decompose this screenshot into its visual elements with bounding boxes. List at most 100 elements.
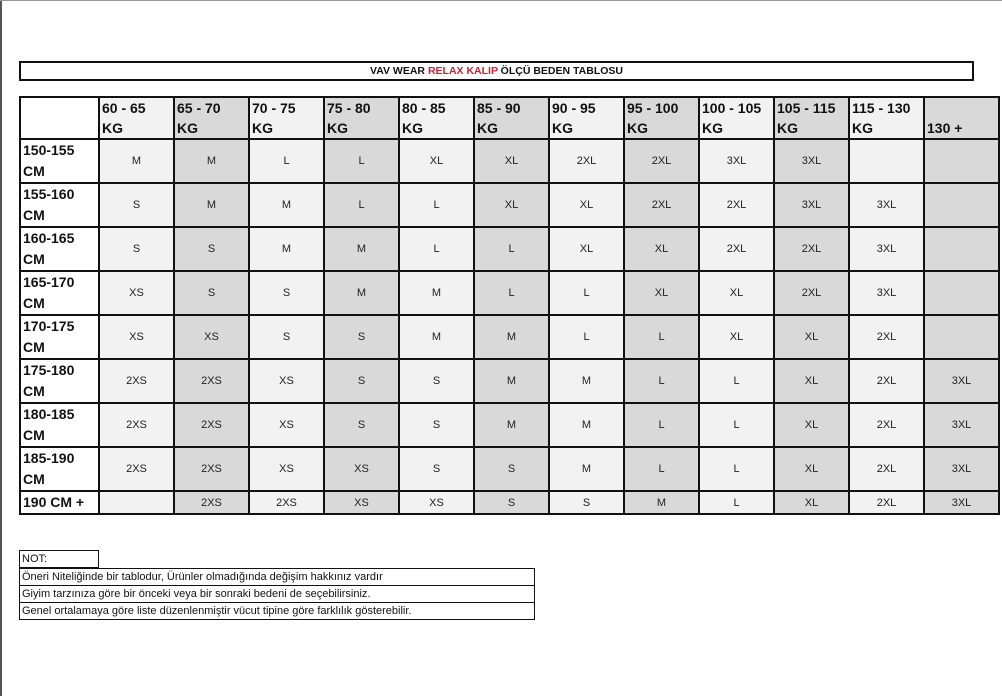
size-cell: M [323,226,400,272]
column-header-unit: KG [777,120,798,136]
size-cell: 3XL [923,402,1000,448]
size-cell: 2XS [248,490,325,515]
column-header: 130 + [923,96,1000,140]
size-cell: S [398,446,475,492]
size-cell: XL [773,446,850,492]
column-header: 100 - 105 KG [698,96,775,140]
size-cell: M [473,358,550,404]
size-cell: S [398,402,475,448]
row-header-unit: CM [23,383,45,399]
size-cell: S [473,446,550,492]
size-cell: L [698,402,775,448]
size-cell: M [473,314,550,360]
column-header-unit: KG [102,120,123,136]
size-cell: 2XL [848,358,925,404]
size-cell: L [698,358,775,404]
column-header: 70 - 75 KG [248,96,325,140]
chart-title: VAV WEAR RELAX KALIP ÖLÇÜ BEDEN TABLOSU [19,61,974,81]
row-header-range: 180-185 [23,406,75,422]
size-cell: 2XL [773,226,850,272]
row-header: 165-170 CM [19,270,100,316]
size-cell: S [323,314,400,360]
column-header-unit: KG [177,120,198,136]
size-cell: 2XL [848,446,925,492]
size-cell: 3XL [848,270,925,316]
size-cell: S [323,358,400,404]
size-cell: 2XL [698,182,775,228]
size-cell: 2XL [623,182,700,228]
size-cell: 2XL [848,314,925,360]
row-header: 175-180 CM [19,358,100,404]
size-cell: L [698,446,775,492]
size-cell: S [323,402,400,448]
row-header: 185-190 CM [19,446,100,492]
size-cell: 2XL [773,270,850,316]
size-cell: 2XL [848,402,925,448]
title-highlight: RELAX KALIP [427,65,498,77]
table-row: 180-185 CM 2XS 2XS XS S S M M L L XL 2XL 3XL [19,402,1000,448]
header-row: 60 - 65 KG 65 - 70 KG 70 - 75 KG 75 - 80 KG 80 -… [19,96,1000,140]
column-header-range: 115 - 130 [852,100,911,116]
size-cell: M [248,182,325,228]
size-cell [923,182,1000,228]
column-header-range: 65 - 70 [177,100,221,116]
size-cell: XS [173,314,250,360]
column-header-unit: KG [477,120,498,136]
size-cell: XL [398,138,475,184]
corner-cell [19,96,100,140]
size-cell: L [398,226,475,272]
size-cell: XS [98,314,175,360]
column-header-range: 70 - 75 [252,100,296,116]
size-cell: 2XS [98,402,175,448]
row-header-range: 155-160 [23,186,75,202]
row-header-unit: CM [23,427,45,443]
size-cell: 3XL [773,138,850,184]
column-header: 65 - 70 KG [173,96,250,140]
page-left-edge [0,0,2,696]
size-cell: M [473,402,550,448]
column-header-range: 60 - 65 [102,100,146,116]
size-cell: 2XS [173,490,250,515]
row-header: 150-155 CM [19,138,100,184]
table-row: 175-180 CM 2XS 2XS XS S S M M L L XL 2XL 3XL [19,358,1000,404]
column-header: 85 - 90 KG [473,96,550,140]
size-cell: XS [398,490,475,515]
size-cell [923,226,1000,272]
size-cell: L [623,402,700,448]
size-cell: S [98,182,175,228]
column-header-unit: KG [402,120,423,136]
size-cell: 3XL [848,226,925,272]
row-header: 160-165 CM [19,226,100,272]
size-cell: 3XL [698,138,775,184]
size-cell: S [473,490,550,515]
note-line: Giyim tarzınıza göre bir önceki veya bir… [19,586,535,603]
size-cell: XL [698,270,775,316]
column-header-unit: KG [852,120,873,136]
table-row: 150-155 CM M M L L XL XL 2XL 2XL 3XL 3XL [19,138,1000,184]
column-header: 95 - 100 KG [623,96,700,140]
size-cell: L [473,226,550,272]
size-cell: 2XS [173,402,250,448]
column-header-range: 100 - 105 [702,100,762,116]
column-header-unit: KG [252,120,273,136]
column-header: 115 - 130 KG [848,96,925,140]
size-cell: 2XS [173,446,250,492]
size-cell: M [398,270,475,316]
size-cell: S [173,226,250,272]
column-header-unit: KG [702,120,723,136]
size-cell [923,138,1000,184]
size-cell: L [323,182,400,228]
row-header-range: 185-190 [23,450,75,466]
column-header-unit: 130 + [927,120,963,136]
size-cell: L [323,138,400,184]
size-cell: XL [773,490,850,515]
table-row: 185-190 CM 2XS 2XS XS XS S S M L L XL 2XL 3XL [19,446,1000,492]
size-cell: XS [248,402,325,448]
size-cell: S [548,490,625,515]
size-cell: M [398,314,475,360]
column-header: 60 - 65 KG [98,96,175,140]
column-header-range: 95 - 100 [627,100,679,116]
row-header-range: 175-180 [23,362,75,378]
column-header-unit: KG [627,120,648,136]
size-cell: 2XL [548,138,625,184]
